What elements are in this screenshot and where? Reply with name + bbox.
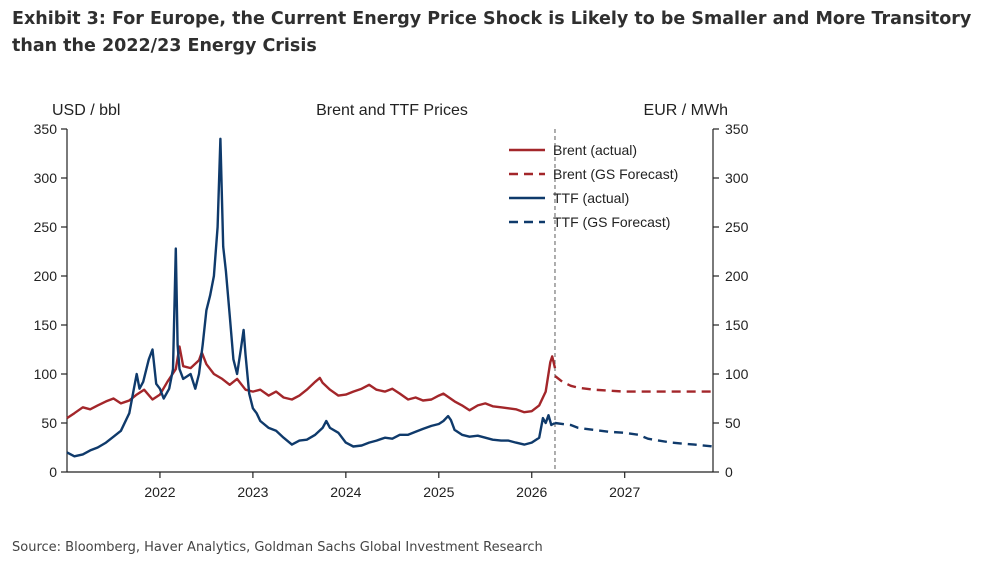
legend-label-brent-actual: Brent (actual) [553,142,637,158]
legend-label-ttf-actual: TTF (actual) [553,190,629,206]
x-tick-label: 2022 [144,484,175,500]
y-left-tick-label: 250 [34,219,58,235]
y-left-tick-label: 200 [34,268,58,284]
series-line-ttf-forecast [554,421,714,448]
y-left-tick-label: 350 [34,121,58,137]
y-right-tick-label: 250 [725,219,749,235]
y-left-tick-label: 100 [34,366,58,382]
y-right-tick-label: 350 [725,121,749,137]
x-tick-label: 2027 [609,484,640,500]
legend-label-ttf-forecast: TTF (GS Forecast) [553,214,670,230]
series-line-ttf-actual [66,137,556,458]
source-note: Source: Bloomberg, Haver Analytics, Gold… [12,540,543,555]
y-right-tick-label: 300 [725,170,749,186]
legend-label-brent-forecast: Brent (GS Forecast) [553,166,678,182]
exhibit-title: Exhibit 3: For Europe, the Current Energ… [12,9,972,56]
y-right-tick-label: 150 [725,317,749,333]
chart-title: Brent and TTF Prices [316,102,468,119]
legend: Brent (actual) Brent (GS Forecast) TTF (ac… [509,142,678,230]
y-left-tick-label: 150 [34,317,58,333]
y-right-tick-label: 50 [725,415,741,431]
y-left-tick-label: 0 [49,464,57,480]
y-right-tick-label: 100 [725,366,749,382]
y-right-tick-label: 0 [725,464,733,480]
x-tick-label: 2024 [330,484,361,500]
y-left-tick-label: 300 [34,170,58,186]
x-tick-label: 2026 [516,484,547,500]
y-axis-right-label: EUR / MWh [644,102,728,119]
series-line-brent-forecast [554,375,713,393]
x-tick-label: 2025 [423,484,454,500]
y-axis-left-label: USD / bbl [52,102,120,119]
y-left-tick-label: 50 [41,415,57,431]
x-tick-label: 2023 [237,484,268,500]
y-right-tick-label: 200 [725,268,749,284]
series-line-brent-actual [66,345,557,420]
